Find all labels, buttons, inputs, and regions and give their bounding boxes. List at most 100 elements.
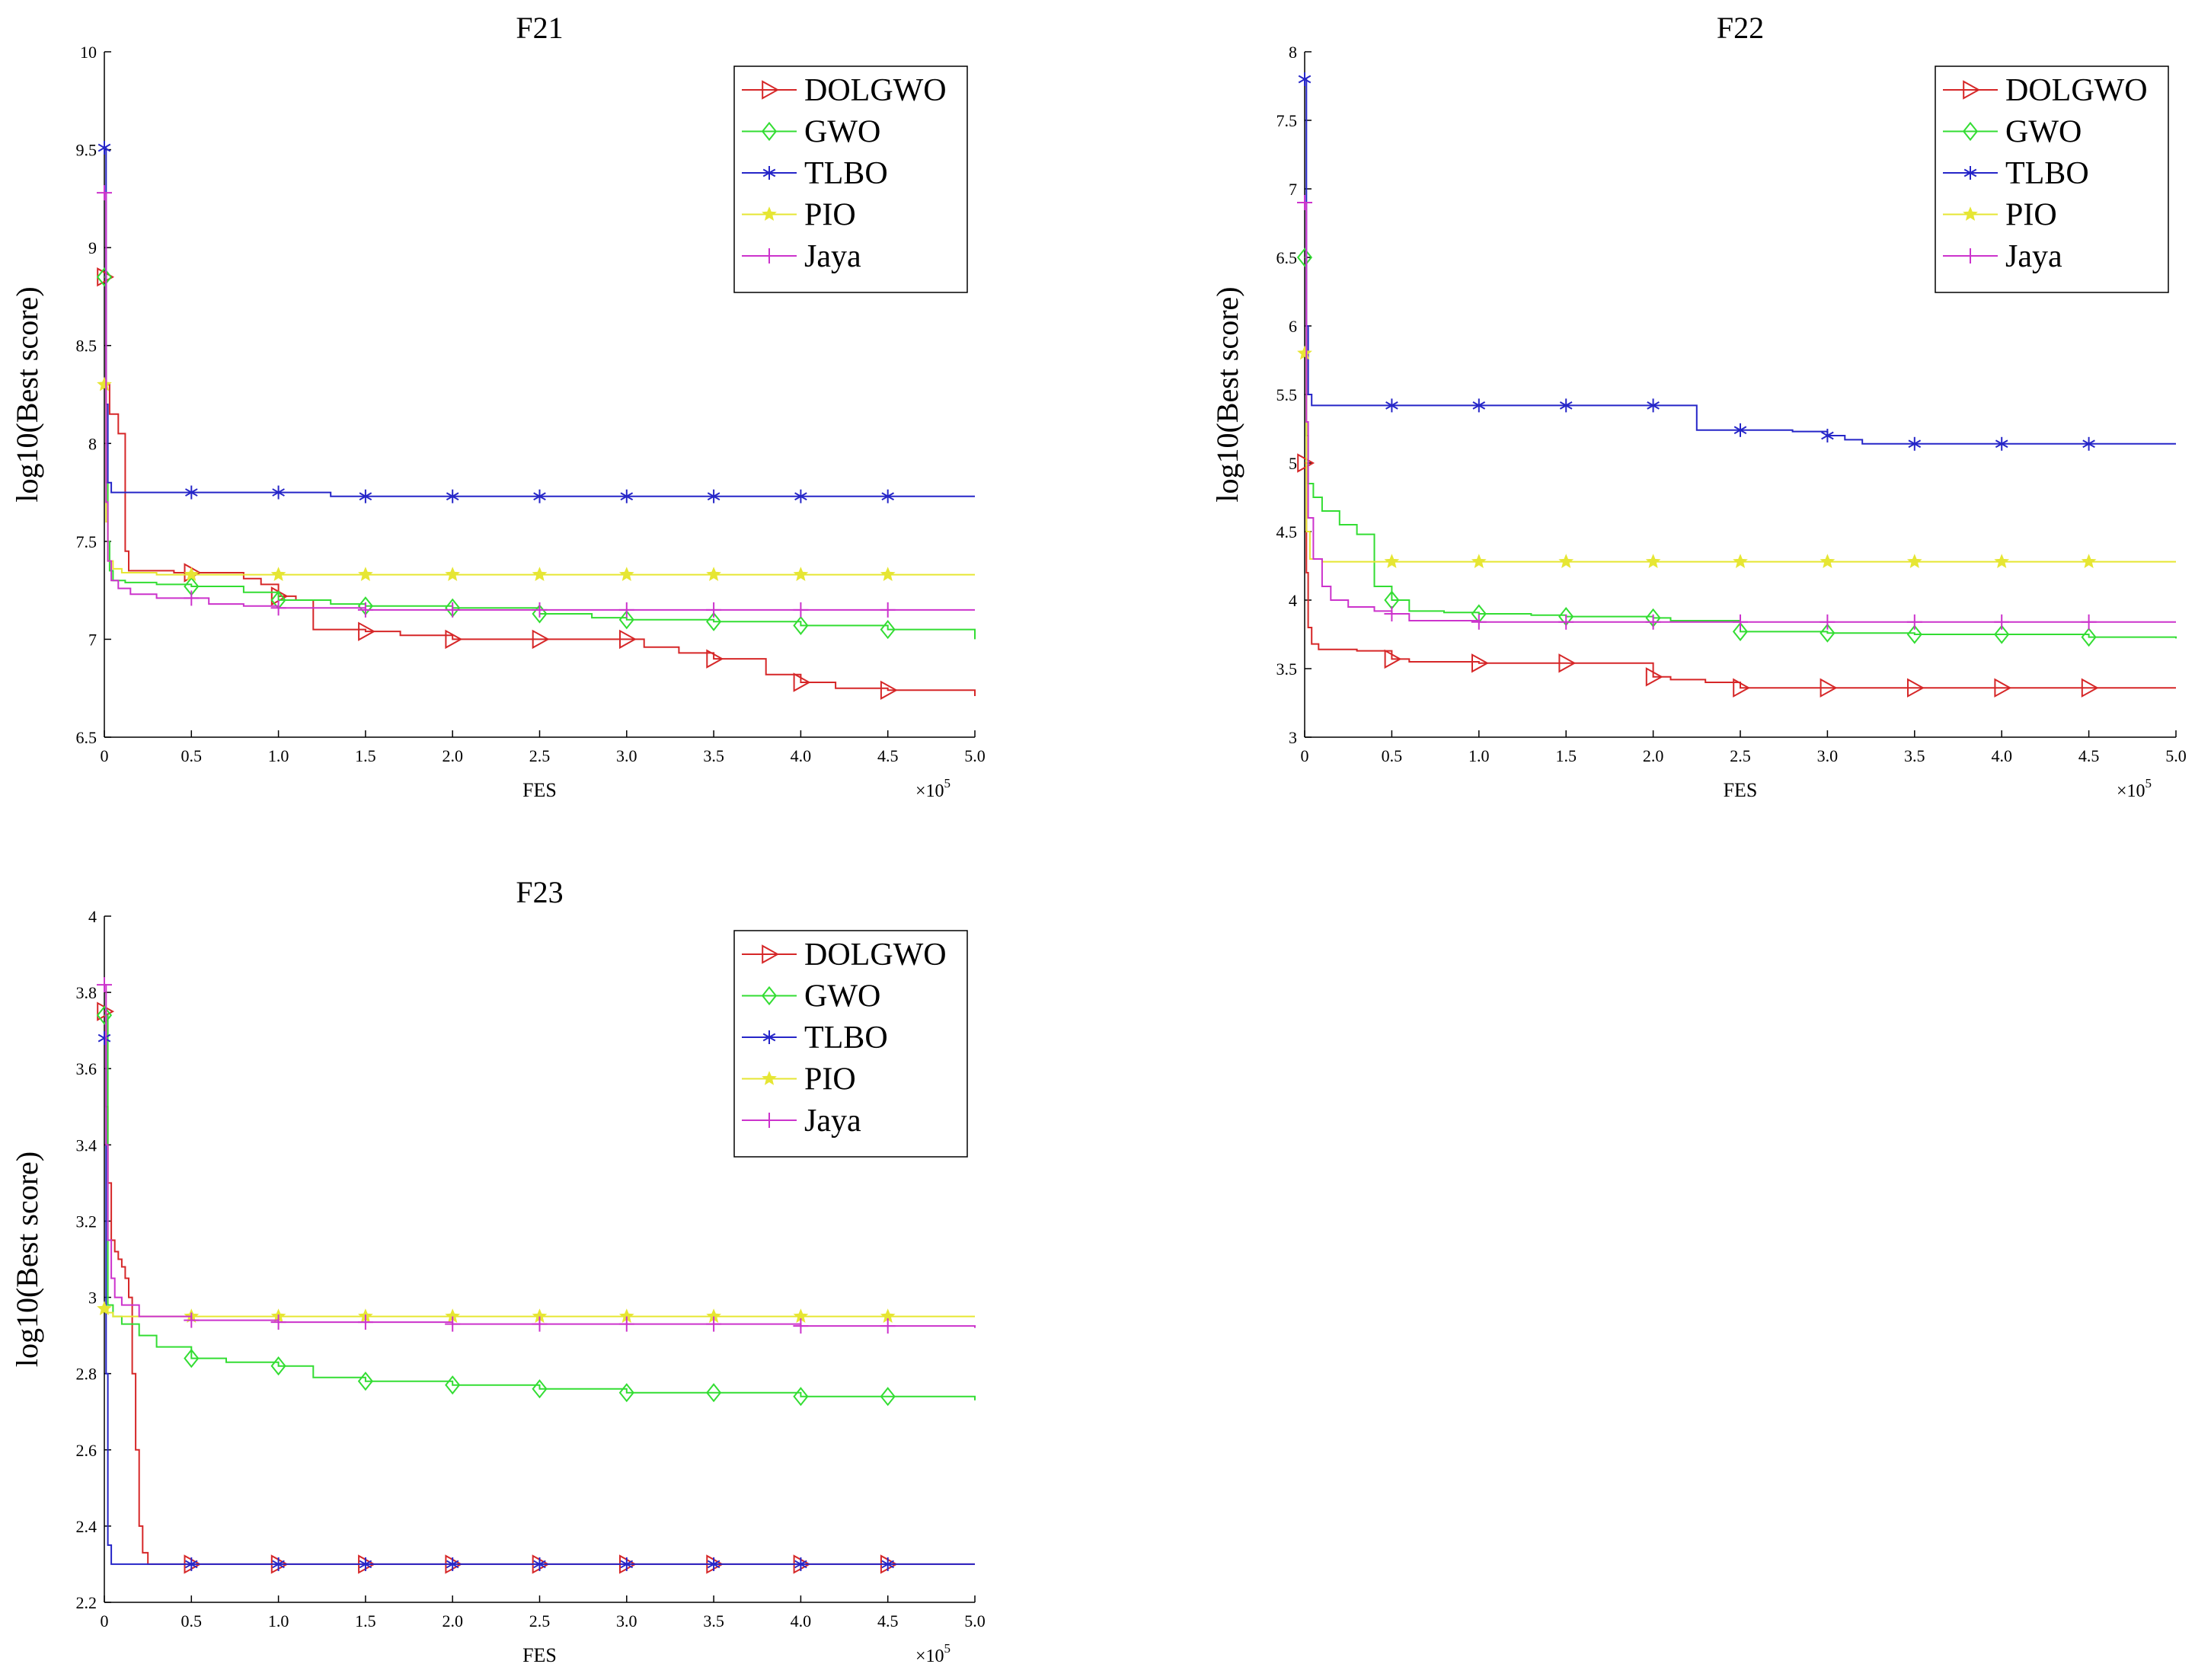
asterisk-stroke xyxy=(620,1560,634,1569)
y-tick-label: 3.6 xyxy=(76,1059,97,1078)
x-axis-multiplier-exp: 5 xyxy=(2145,776,2152,790)
data-point-marker-dolgwo xyxy=(1820,678,1838,698)
data-point-marker-jaya xyxy=(706,1316,722,1332)
x-tick-label: 4.5 xyxy=(2078,746,2100,765)
asterisk-stroke xyxy=(1385,401,1398,410)
data-point-marker-tlbo xyxy=(533,1557,546,1571)
chart-panel-f23: 0 0.5 1.0 1.5 2.0 2.5 3.0 3.5 4.0 4.5 5.0 2.2 2.4 2.6… xyxy=(10,875,986,1666)
legend-item-tlbo: TLBO xyxy=(742,156,888,191)
legend-item-tlbo: TLBO xyxy=(1943,156,2089,191)
data-point-marker-gwo xyxy=(1820,623,1836,643)
series-line-tlbo xyxy=(1305,78,2176,445)
asterisk-stroke xyxy=(1995,439,2008,449)
data-point-marker-gwo xyxy=(1994,624,2010,644)
data-point-marker-jaya xyxy=(1384,606,1400,621)
asterisk-stroke xyxy=(1963,168,1977,177)
legend-label: DOLGWO xyxy=(804,937,947,973)
data-point-marker-gwo xyxy=(532,1379,548,1399)
asterisk-stroke xyxy=(794,1560,807,1569)
x-tick-label: 4.0 xyxy=(1991,746,2012,765)
x-tick-label: 4.5 xyxy=(877,1611,899,1630)
data-point-marker-dolgwo xyxy=(1471,653,1489,673)
data-point-marker-jaya xyxy=(706,602,722,618)
x-axis-multiplier-exp: 5 xyxy=(944,776,951,790)
legend-item-dolgwo: DOLGWO xyxy=(742,937,947,973)
data-point-marker-tlbo xyxy=(359,489,372,503)
legend-swatch-marker xyxy=(761,985,778,1006)
data-point-marker-dolgwo xyxy=(880,680,898,700)
y-tick-label: 9 xyxy=(88,238,97,257)
legend-box xyxy=(733,930,968,1158)
data-point-marker-pio xyxy=(184,567,200,581)
data-point-marker-tlbo xyxy=(794,1557,807,1571)
x-tick-label: 0 xyxy=(101,1611,109,1630)
legend-swatch-marker xyxy=(1963,248,1978,263)
data-point-marker-jaya xyxy=(97,977,112,993)
asterisk-stroke xyxy=(1298,75,1312,84)
data-point-marker-gwo xyxy=(96,1005,113,1025)
data-point-marker-tlbo xyxy=(620,1557,634,1571)
data-point-marker-jaya xyxy=(793,602,809,618)
data-point-marker-dolgwo xyxy=(445,629,463,650)
x-tick-label: 5.0 xyxy=(2165,746,2187,765)
asterisk-stroke xyxy=(1821,431,1834,440)
data-point-marker-pio xyxy=(358,567,373,581)
x-tick-label: 4.0 xyxy=(791,746,812,765)
y-tick-label: 4.5 xyxy=(1276,522,1298,541)
data-point-marker-jaya xyxy=(880,602,896,618)
legend-swatch-marker xyxy=(1962,121,1979,142)
y-tick-label: 3.4 xyxy=(76,1135,97,1155)
data-point-marker-tlbo xyxy=(794,489,807,503)
y-tick-label: 7 xyxy=(88,630,97,649)
series-gwo xyxy=(96,267,976,640)
data-point-marker-gwo xyxy=(880,619,896,640)
legend-item-jaya: Jaya xyxy=(742,239,861,274)
asterisk-stroke xyxy=(707,492,720,501)
x-axis-multiplier-base: ×10 xyxy=(915,781,944,801)
y-tick-label: 8 xyxy=(88,434,97,453)
asterisk-stroke xyxy=(762,168,776,177)
y-tick-label: 8 xyxy=(1289,43,1297,62)
x-tick-label: 0 xyxy=(1301,746,1309,765)
legend-item-gwo: GWO xyxy=(1943,115,2082,150)
asterisk-stroke xyxy=(185,488,198,497)
data-point-marker-gwo xyxy=(357,1372,373,1391)
data-point-marker-gwo xyxy=(532,604,548,624)
x-tick-label: 0 xyxy=(101,746,109,765)
data-point-marker-jaya xyxy=(270,1314,286,1330)
legend-swatch-marker xyxy=(1963,206,1978,221)
data-point-marker-gwo xyxy=(706,1383,722,1403)
data-point-marker-dolgwo xyxy=(358,621,375,641)
asterisk-stroke xyxy=(533,1560,546,1569)
asterisk-stroke xyxy=(359,1560,372,1569)
x-tick-label: 3.0 xyxy=(1817,746,1839,765)
legend-label: PIO xyxy=(804,198,856,233)
data-point-marker-dolgwo xyxy=(706,649,724,669)
data-point-marker-pio xyxy=(270,567,286,581)
data-point-marker-pio xyxy=(445,567,461,581)
data-point-marker-jaya xyxy=(445,1316,461,1332)
x-tick-label: 4.0 xyxy=(791,1611,812,1630)
x-axis-multiplier-base: ×10 xyxy=(915,1646,944,1666)
legend-label: Jaya xyxy=(804,239,861,274)
legend-label: DOLGWO xyxy=(804,73,947,108)
legend-swatch-marker xyxy=(762,248,777,263)
data-point-marker-tlbo xyxy=(1647,398,1660,413)
series-line-gwo xyxy=(104,276,976,640)
legend-label: DOLGWO xyxy=(2005,73,2148,108)
data-point-marker-tlbo xyxy=(97,1031,111,1046)
data-point-marker-tlbo xyxy=(1908,436,1922,451)
y-axis-label: log10(Best score) xyxy=(1210,286,1244,502)
x-axis-multiplier: ×105 xyxy=(2117,776,2152,801)
series-line-jaya xyxy=(1305,202,2176,623)
series-line-dolgwo xyxy=(104,1011,975,1565)
x-tick-label: 3.0 xyxy=(616,1611,637,1630)
data-point-marker-jaya xyxy=(1297,195,1312,210)
x-tick-label: 5.0 xyxy=(964,1611,986,1630)
x-tick-label: 1.0 xyxy=(268,1611,289,1630)
data-point-marker-pio xyxy=(1994,554,2010,568)
x-tick-label: 2.5 xyxy=(529,1611,551,1630)
series-line-dolgwo xyxy=(1305,462,2176,689)
y-tick-label: 4 xyxy=(88,907,97,926)
